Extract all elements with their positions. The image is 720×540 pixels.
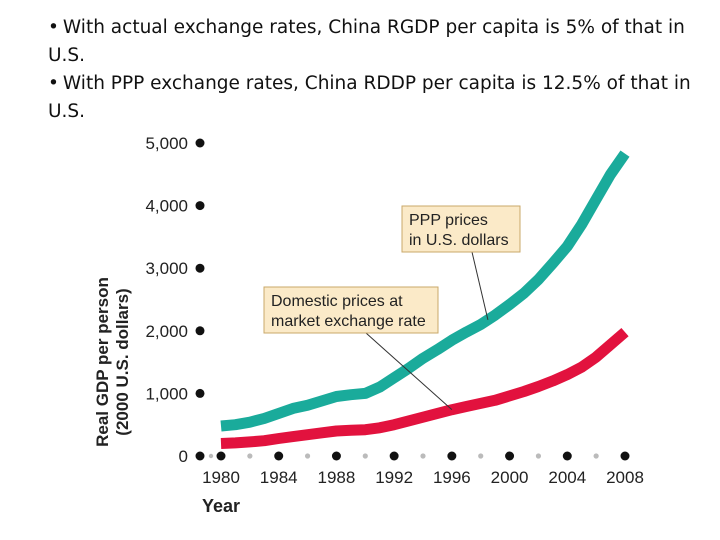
y-tick-dot [195, 263, 205, 273]
bullet-text: With PPP exchange rates, China RDDP per … [48, 73, 691, 122]
x-tick-label: 2008 [606, 468, 644, 487]
bullet-list: • With actual exchange rates, China RGDP … [48, 14, 708, 126]
y-axis-title: (2000 U.S. dollars) [113, 288, 132, 435]
series-layer [220, 150, 630, 449]
x-tick-label: 1988 [318, 468, 356, 487]
bullet-item: • With actual exchange rates, China RGDP … [48, 14, 708, 70]
y-tick-dot [195, 388, 205, 398]
bullet-text: With actual exchange rates, China RGDP p… [48, 17, 685, 66]
x-tick-label: 2000 [491, 468, 529, 487]
x-minor-dot [593, 453, 599, 459]
callout-text: Domestic prices at [271, 293, 403, 310]
x-minor-dot [304, 453, 311, 459]
x-minor-dot [478, 453, 484, 459]
x-tick-dot [274, 451, 284, 461]
x-tick-label: 1980 [202, 468, 240, 487]
x-minor-dot [362, 453, 368, 459]
x-tick-label: 2004 [548, 468, 586, 487]
bullet-dot: • [48, 17, 59, 38]
y-tick-dot [195, 201, 205, 211]
y-tick-label: 4,000 [145, 197, 188, 216]
series-line-market [220, 327, 629, 449]
y-tick-label: 3,000 [145, 259, 188, 278]
callout-box [401, 205, 521, 253]
axis-layer [195, 138, 630, 461]
annotation-layer: PPP prices in U.S. dollars Domestic prices… [263, 205, 521, 411]
x-tick-dot [389, 451, 399, 461]
callout-text: market exchange rate [271, 313, 426, 330]
x-tick-label: 1992 [375, 468, 413, 487]
x-tick-label: 1984 [260, 468, 298, 487]
y-tick-label: 2,000 [145, 322, 188, 341]
y-tick-label: 5,000 [145, 134, 188, 153]
x-tick-dot [620, 451, 630, 461]
label-layer: 0 1,000 2,000 3,000 4,000 5,000 1980 1984 1988 19… [93, 134, 644, 516]
x-tick-label: 1996 [433, 468, 471, 487]
x-minor-dot [420, 453, 426, 459]
x-minor-dot [208, 453, 214, 459]
bullet-item: • With PPP exchange rates, China RDDP per… [48, 70, 708, 126]
y-tick-dot [195, 326, 205, 336]
y-tick-dot [195, 138, 205, 148]
callout-leader-line [365, 332, 453, 411]
x-tick-dot [447, 451, 457, 461]
x-tick-dot [562, 451, 572, 461]
x-minor-dot [535, 453, 542, 459]
x-axis-title: Year [202, 496, 240, 516]
x-tick-dot [505, 451, 515, 461]
callout-text: in U.S. dollars [409, 232, 509, 249]
series-line-ppp [220, 150, 630, 432]
x-minor-dot [247, 453, 253, 459]
callout-leader-line [471, 251, 489, 320]
bullet-dot: • [48, 73, 59, 94]
y-tick-label: 0 [179, 447, 188, 466]
y-tick-label: 1,000 [145, 384, 188, 403]
origin-dot [195, 451, 205, 461]
x-tick-dot [331, 451, 341, 461]
x-tick-dot [216, 451, 226, 461]
callout-box [263, 286, 439, 334]
y-axis-title: Real GDP per person [93, 277, 112, 447]
callout-text: PPP prices [409, 212, 488, 229]
